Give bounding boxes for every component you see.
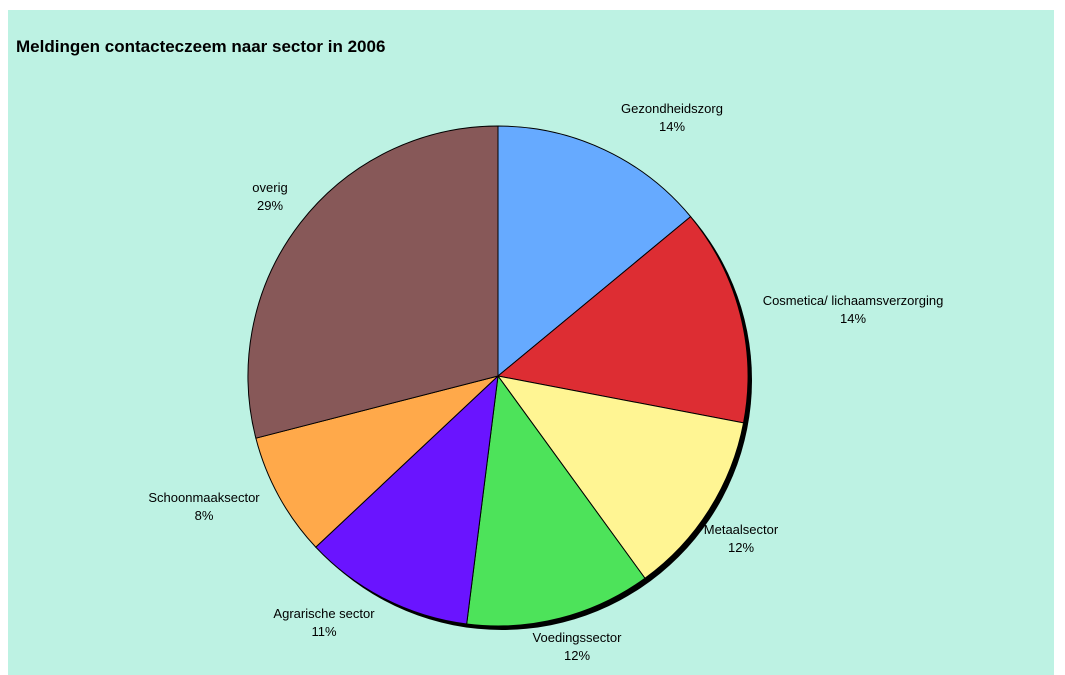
pie-slice-agrarische-sector — [315, 374, 499, 625]
slice-label: Gezondheidszorg — [621, 101, 723, 116]
slice-percentage: 8% — [195, 508, 214, 523]
pie-slices — [247, 125, 749, 627]
pie-labels: Gezondheidszorg 14% Cosmetica/ lichaamsver… — [148, 101, 943, 663]
slice-label: Schoonmaaksector — [148, 490, 260, 505]
slice-percentage: 11% — [311, 624, 336, 639]
slice-label: Metaalsector — [704, 522, 779, 537]
slice-percentage: 12% — [728, 540, 754, 555]
chart-title: Meldingen contacteczeem naar sector in 2… — [16, 37, 386, 56]
slice-label: Cosmetica/ lichaamsverzorging — [763, 293, 944, 308]
slice-percentage: 12% — [564, 648, 590, 663]
pie-slice-overig — [247, 125, 499, 439]
slice-percentage: 14% — [840, 311, 866, 326]
slice-label: Agrarische sector — [273, 606, 375, 621]
chart-area: Gezondheidszorg 14% Cosmetica/ lichaamsver… — [8, 10, 1054, 675]
pie-slice-cosmetica-lichaamsverzorging — [496, 215, 749, 424]
pie-chart: Gezondheidszorg 14% Cosmetica/ lichaamsver… — [148, 101, 943, 663]
pie-slice-gezondheidszorg — [497, 125, 692, 378]
pie-slice-metaalsector — [496, 375, 745, 579]
slice-label: Voedingssector — [533, 630, 623, 645]
pie-slice-voedingssector — [466, 374, 646, 627]
pie-slice-schoonmaaksector — [255, 375, 499, 548]
slice-percentage: 29% — [257, 198, 283, 213]
slice-label: overig — [252, 180, 287, 195]
slice-percentage: 14% — [659, 119, 685, 134]
